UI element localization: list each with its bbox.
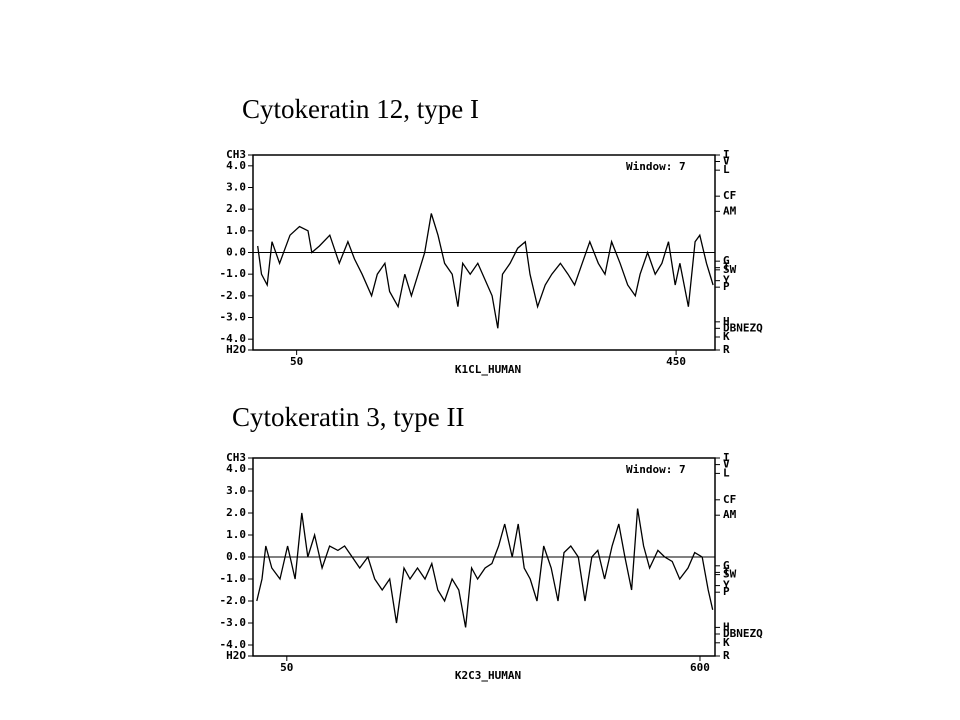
x-tick-label: 600 xyxy=(690,661,710,674)
y-tick-label: -1.0 xyxy=(220,572,247,585)
y-tick-label: 2.0 xyxy=(226,202,246,215)
y2-tick-label: H xyxy=(723,315,730,328)
x-tick-label: 50 xyxy=(290,355,303,368)
hydropathy-line xyxy=(256,508,714,628)
y-tick-label: 3.0 xyxy=(226,181,246,194)
x-axis-label: K1CL_HUMAN xyxy=(455,363,521,376)
y2-tick-label: Y xyxy=(723,579,730,592)
annotation: Window: 7 xyxy=(626,160,686,173)
y2-tick-label: SW xyxy=(723,568,737,581)
x-tick-label: 50 xyxy=(280,661,293,674)
y2-tick-label: AM xyxy=(723,508,737,521)
y-tick-label: -3.0 xyxy=(220,311,247,324)
y-tick-label: 0.0 xyxy=(226,550,246,563)
y-tick-label: 1.0 xyxy=(226,528,246,541)
x-tick-label: 450 xyxy=(666,355,686,368)
y-tick-label: H2O xyxy=(226,649,246,662)
y-tick-label: 4.0 xyxy=(226,159,246,172)
y2-tick-label: DBNEZQ xyxy=(723,321,763,334)
y-tick-label: -2.0 xyxy=(220,289,247,302)
x-axis-label: K2C3_HUMAN xyxy=(455,669,521,682)
y2-tick-label: G xyxy=(723,254,730,267)
y2-tick-label: L xyxy=(723,163,730,176)
y2-tick-label: DBNEZQ xyxy=(723,627,763,640)
y-tick-label: -4.0 xyxy=(220,332,247,345)
y-tick-label: 1.0 xyxy=(226,224,246,237)
y2-tick-label: I xyxy=(723,451,730,464)
y-tick-label: H2O xyxy=(226,343,246,356)
hydropathy-line xyxy=(257,213,714,329)
y2-tick-label: G xyxy=(723,559,730,572)
y-tick-label: -1.0 xyxy=(220,267,247,280)
y2-tick-label: V xyxy=(723,458,730,471)
y2-tick-label: CF xyxy=(723,493,736,506)
y2-tick-label: L xyxy=(723,466,730,479)
y2-tick-label: AM xyxy=(723,204,737,217)
y2-tick-label: I xyxy=(723,148,730,161)
y-tick-label: -4.0 xyxy=(220,638,247,651)
y2-tick-label: R xyxy=(723,343,730,356)
y2-tick-label: Y xyxy=(723,274,730,287)
y2-tick-label: T xyxy=(723,565,730,578)
y-tick-label: CH3 xyxy=(226,451,246,464)
y2-tick-label: CF xyxy=(723,189,736,202)
y2-tick-label: SW xyxy=(723,263,737,276)
y2-tick-label: K xyxy=(723,636,730,649)
y-tick-label: 2.0 xyxy=(226,506,246,519)
y2-tick-label: R xyxy=(723,649,730,662)
y-tick-label: CH3 xyxy=(226,148,246,161)
y2-tick-label: V xyxy=(723,155,730,168)
y-tick-label: 3.0 xyxy=(226,484,246,497)
y2-tick-label: T xyxy=(723,261,730,274)
annotation: Window: 7 xyxy=(626,463,686,476)
y-tick-label: -3.0 xyxy=(220,616,247,629)
y2-tick-label: P xyxy=(723,585,730,598)
y2-tick-label: H xyxy=(723,620,730,633)
y-tick-label: -2.0 xyxy=(220,594,247,607)
y-tick-label: 0.0 xyxy=(226,246,246,259)
chart-title: Cytokeratin 3, type II xyxy=(232,402,464,432)
y2-tick-label: K xyxy=(723,330,730,343)
y-tick-label: 4.0 xyxy=(226,462,246,475)
y2-tick-label: P xyxy=(723,280,730,293)
chart-title: Cytokeratin 12, type I xyxy=(242,94,479,124)
